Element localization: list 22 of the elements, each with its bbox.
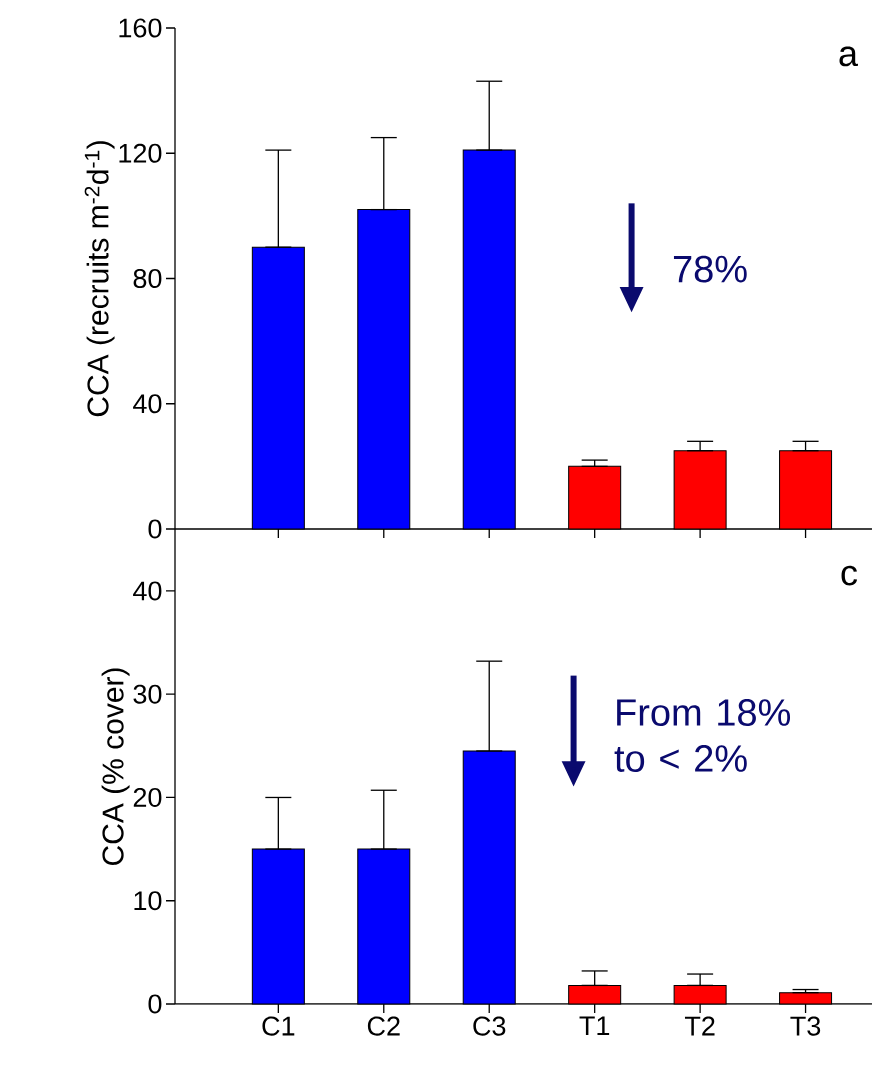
x-tick-label: C1 (262, 1016, 295, 1036)
x-tick-label: T3 (790, 1016, 821, 1036)
annotation: 78% (673, 255, 747, 283)
annotation: a (839, 46, 858, 67)
x-tick-label: C3 (473, 1016, 506, 1036)
y-tick-label: 120 (119, 143, 162, 163)
x-tick-label: T1 (579, 1016, 610, 1036)
y-tick-label: 10 (134, 891, 162, 911)
y-axis-title: CCA (% cover) (101, 668, 130, 865)
y-tick-label: 160 (119, 18, 162, 38)
y-tick-label: 0 (148, 994, 162, 1014)
x-tick-label: C2 (367, 1016, 400, 1036)
y-tick-label: 40 (133, 581, 162, 601)
y-tick-label: 80 (133, 268, 162, 289)
y-axis-title: CCA (recruits m$^{-2}$d$^{-1}$) (84, 141, 115, 417)
annotation: c (841, 565, 858, 586)
x-tick-label: T2 (684, 1016, 715, 1036)
y-tick-label: 40 (133, 394, 162, 414)
y-tick-label: 30 (133, 684, 162, 704)
annotation: From 18% to < 2% (614, 699, 791, 772)
y-tick-label: 20 (133, 787, 162, 808)
y-tick-label: 0 (148, 519, 162, 539)
